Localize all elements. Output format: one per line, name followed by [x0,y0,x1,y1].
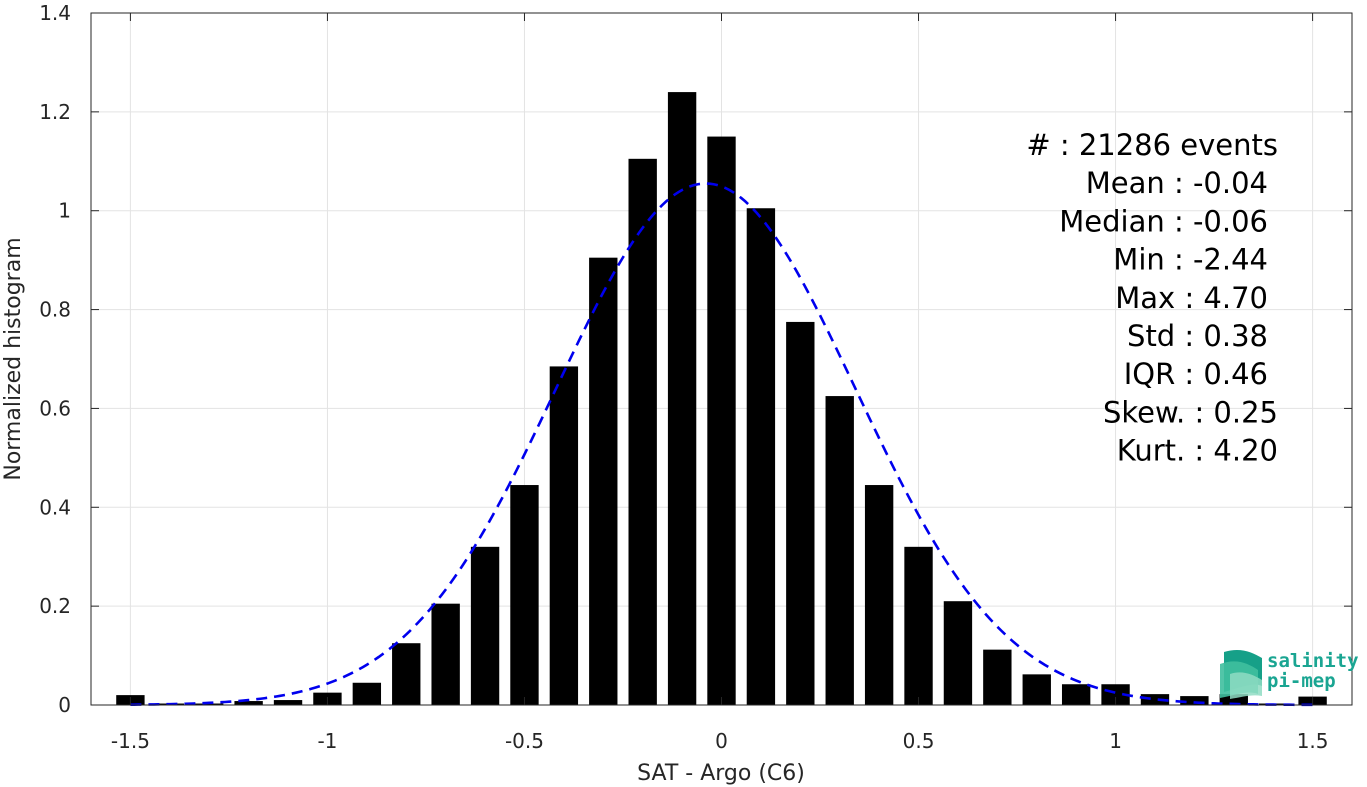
stat-line: Mean : -0.04 [1086,166,1268,200]
histogram-bar [786,321,815,705]
x-tick-label: 1 [1109,729,1122,753]
histogram-bar [667,92,697,706]
histogram-bar [1022,674,1051,705]
logo-waves-icon [1220,649,1262,699]
histogram-bar [825,396,854,705]
histogram-bar [904,546,933,705]
histogram-bar [431,603,460,705]
histogram-bar [1061,684,1091,705]
x-tick-labels: -1.5 -1 -0.5 0 0.5 1 1.5 [111,729,1329,753]
stat-line: Kurt. : 4.20 [1117,434,1278,468]
histogram-bar [1180,696,1209,705]
y-tick-label: 1.2 [39,100,71,124]
histogram-bar [707,136,736,706]
histogram-bar [352,682,382,705]
histogram-bar [1101,684,1130,705]
x-tick-label: 0 [715,729,728,753]
stat-line: Std : 0.38 [1127,319,1268,353]
salinity-pi-mep-logo: salinity pi-mep [1220,649,1359,699]
histogram-bar [628,158,657,706]
histogram-bar [234,701,263,705]
histogram-bar [864,485,894,705]
histogram-bar [589,257,618,705]
x-tick-label: 0.5 [903,729,935,753]
histogram-bar [943,601,973,705]
y-tick-label: 1 [58,199,71,223]
stat-line: Max : 4.70 [1115,281,1268,315]
tick-marks [91,12,1352,706]
y-tick-label: 0.6 [39,396,71,420]
stat-line: Skew. : 0.25 [1103,395,1278,429]
stat-line: # : 21286 events [1026,128,1278,162]
histogram-bar [273,700,303,705]
stat-line: Min : -2.44 [1113,243,1268,277]
histogram-bar [510,485,539,705]
stat-line: Median : -0.06 [1059,204,1268,238]
logo-line2: pi-mep [1267,670,1336,692]
x-tick-label: -1.5 [111,729,150,753]
y-axis-label: Normalized histogram [1,237,26,480]
stat-line: IQR : 0.46 [1124,357,1268,391]
y-tick-label: 0.2 [39,594,71,618]
x-axis-label: SAT - Argo (C6) [637,761,805,786]
histogram-bar [746,208,776,705]
y-tick-label: 0.8 [39,298,71,322]
normal-fit-curve [130,182,1313,707]
y-tick-label: 0.4 [39,495,71,519]
x-tick-label: -1 [317,729,337,753]
logo-line1: salinity [1267,650,1359,672]
y-tick-labels: 0 0.2 0.4 0.6 0.8 1 1.2 1.4 [39,1,71,717]
histogram-bar [392,643,421,705]
statistics-box: # : 21286 events Mean : -0.04 Median : -0.… [1026,128,1278,468]
histogram-bar [470,546,500,705]
histogram-bar [195,703,224,705]
histogram-bar [1219,694,1248,705]
x-tick-label: 1.5 [1297,729,1329,753]
y-tick-label: 0 [58,693,71,717]
x-tick-label: -0.5 [505,729,544,753]
y-tick-label: 1.4 [39,1,71,25]
bars [116,92,1327,706]
histogram-bar [983,649,1012,705]
histogram-bar [1140,694,1170,705]
histogram-bar [549,366,579,705]
